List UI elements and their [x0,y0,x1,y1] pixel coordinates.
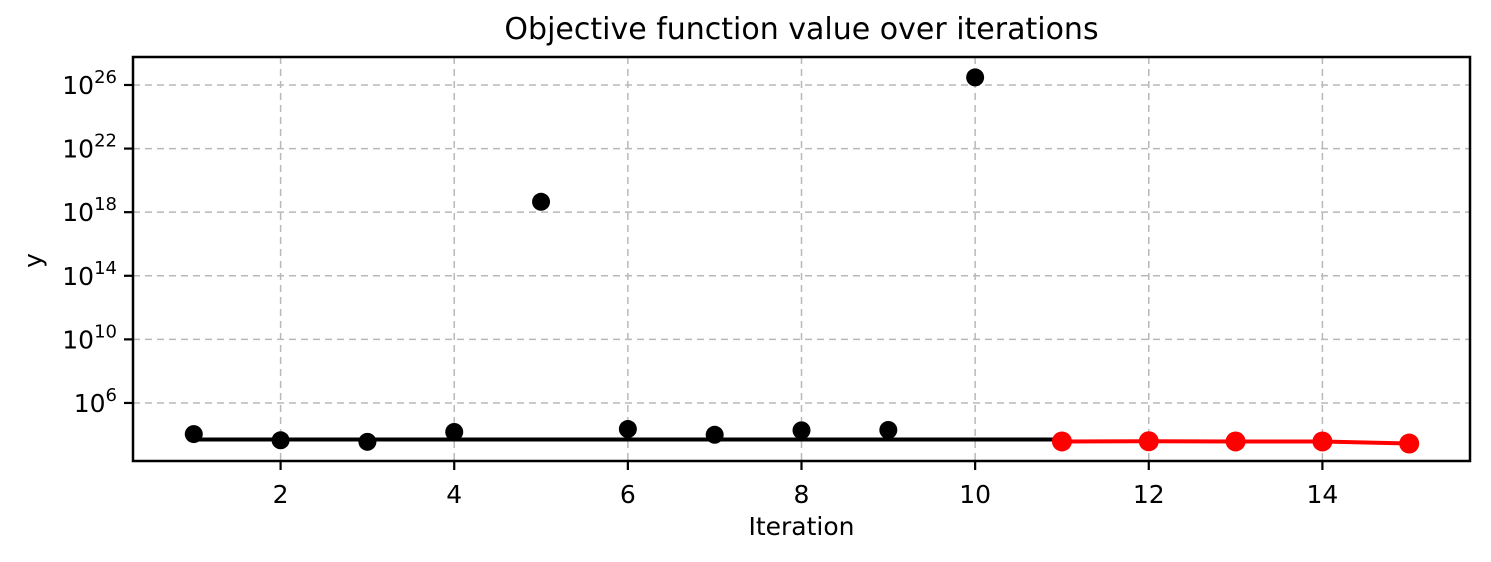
x-tick-label: 6 [620,480,636,509]
refined-red-line-point [1225,431,1246,452]
objective-scatter-black-point [618,420,637,439]
y-tick-label: 1026 [62,67,117,100]
x-tick-label: 12 [1133,480,1165,509]
objective-scatter-black-point [966,68,985,87]
x-tick-label: 14 [1307,480,1339,509]
objective-scatter-black-point [792,421,811,440]
x-axis-label: Iteration [748,512,855,541]
refined-red-line-point [1138,431,1159,452]
chart-title: Objective function value over iterations [504,12,1099,47]
x-tick-label: 2 [273,480,289,509]
objective-scatter-black-point [445,422,464,441]
refined-red-line-point [1399,433,1420,454]
x-tick-label: 8 [794,480,810,509]
y-tick-label: 1010 [62,321,117,354]
objective-scatter-black-point [532,192,551,211]
refined-red-line-point [1051,431,1072,452]
x-tick-label: 4 [446,480,462,509]
y-tick-label: 106 [74,385,117,418]
y-tick-label: 1018 [62,194,117,227]
objective-scatter-black-point [358,432,377,451]
objective-scatter-black-point [879,420,898,439]
y-tick-label: 1022 [62,131,117,164]
refined-red-line-point [1312,431,1333,452]
x-tick-label: 10 [959,480,991,509]
y-tick-label: 1014 [62,258,117,291]
